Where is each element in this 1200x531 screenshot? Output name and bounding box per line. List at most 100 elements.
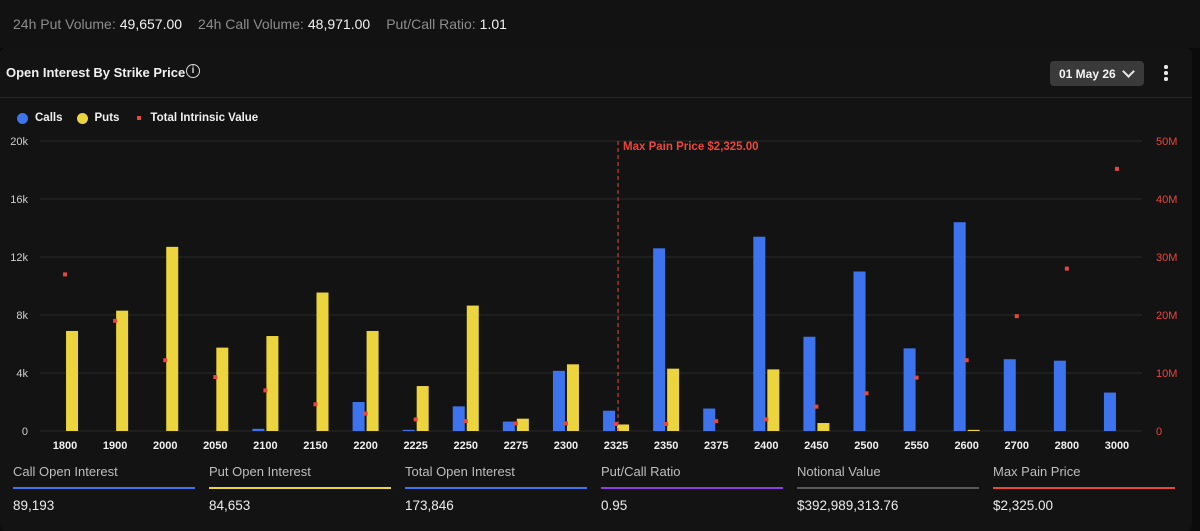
x-tick-label: 2000 bbox=[153, 440, 177, 452]
stat-value: $392,989,313.76 bbox=[797, 497, 899, 513]
stat-underline bbox=[601, 487, 783, 489]
calls-bar bbox=[703, 408, 716, 431]
x-tick-label: 2050 bbox=[203, 440, 227, 452]
calls-bar bbox=[1103, 392, 1116, 431]
stat-card: Put/Call Ratio 0.95 bbox=[601, 462, 783, 513]
put-volume-label: 24h Put Volume: bbox=[13, 16, 116, 32]
max-pain-label: Max Pain Price $2,325.00 bbox=[623, 141, 759, 153]
intrinsic-value-point bbox=[513, 421, 518, 426]
y-left-tick-label: 8k bbox=[16, 310, 28, 322]
puts-bar bbox=[566, 364, 579, 431]
calls-bar bbox=[402, 429, 415, 431]
x-tick-label: 2250 bbox=[454, 440, 478, 452]
legend-puts-label: Puts bbox=[94, 112, 120, 124]
x-tick-label: 1900 bbox=[103, 440, 127, 452]
calls-bar bbox=[452, 406, 465, 431]
expiry-date-select[interactable]: 01 May 26 bbox=[1050, 61, 1144, 86]
intrinsic-value-point bbox=[764, 417, 769, 422]
intrinsic-value-point bbox=[1014, 314, 1019, 319]
summary-stats: Call Open Interest 89,193 Put Open Interes… bbox=[0, 462, 1192, 531]
x-tick-label: 2700 bbox=[1005, 440, 1029, 452]
put-volume-stat: 24h Put Volume: 49,657.00 bbox=[13, 16, 182, 32]
call-volume-value: 48,971.00 bbox=[307, 16, 371, 32]
kebab-menu-icon[interactable] bbox=[1163, 65, 1169, 83]
intrinsic-value-point bbox=[664, 422, 669, 427]
y-left-tick-label: 20k bbox=[10, 136, 28, 148]
stat-label: Put/Call Ratio bbox=[601, 464, 681, 479]
x-tick-label: 2350 bbox=[654, 440, 678, 452]
calls-bar bbox=[603, 410, 616, 431]
puts-bar bbox=[667, 368, 680, 431]
stat-label: Notional Value bbox=[797, 464, 881, 479]
x-tick-label: 2600 bbox=[954, 440, 978, 452]
stat-value: 84,653 bbox=[209, 497, 251, 513]
puts-bar bbox=[116, 310, 129, 431]
calls-dot-icon bbox=[17, 112, 28, 124]
y-left-tick-label: 0 bbox=[22, 426, 28, 438]
open-interest-chart: 0 4k 8k 12k 16k 20k 0 10M 20M 30M 40M 50M 1800 1900 20… bbox=[10, 136, 1177, 452]
calls-bar bbox=[552, 370, 565, 431]
y-right-tick-label: 50M bbox=[1156, 136, 1177, 148]
put-volume-value: 49,657.00 bbox=[119, 16, 183, 32]
x-tick-label: 2275 bbox=[504, 440, 528, 452]
y-right-tick-label: 30M bbox=[1156, 252, 1177, 264]
legend-item-intrinsic[interactable]: Total Intrinsic Value bbox=[133, 112, 258, 124]
intrinsic-value-point bbox=[914, 375, 919, 380]
puts-bar bbox=[817, 423, 830, 431]
open-interest-panel: Open Interest By Strike Price i 01 May 2… bbox=[0, 48, 1192, 531]
legend-calls-label: Calls bbox=[35, 112, 63, 124]
x-tick-label: 2500 bbox=[854, 440, 878, 452]
calls-bar bbox=[1003, 359, 1016, 431]
x-tick-label: 2550 bbox=[904, 440, 928, 452]
puts-bar bbox=[66, 330, 79, 431]
calls-bar bbox=[953, 222, 966, 431]
intrinsic-value-point bbox=[363, 411, 368, 416]
calls-bar bbox=[903, 348, 916, 431]
panel-header: Open Interest By Strike Price i 01 May 2… bbox=[0, 48, 1192, 98]
legend-item-calls[interactable]: Calls bbox=[17, 112, 63, 124]
y-left-tick-label: 16k bbox=[10, 194, 28, 206]
puts-bar bbox=[166, 246, 179, 431]
puts-bar bbox=[366, 330, 379, 431]
y-left-tick-label: 12k bbox=[10, 252, 28, 264]
stat-value: $2,325.00 bbox=[993, 497, 1054, 513]
intrinsic-value-point bbox=[213, 375, 218, 380]
x-tick-label: 2325 bbox=[604, 440, 628, 452]
chart-legend: Calls Puts Total Intrinsic Value bbox=[17, 112, 272, 124]
stat-value: 0.95 bbox=[601, 497, 628, 513]
intrinsic-value-point bbox=[113, 318, 118, 323]
intrinsic-value-point bbox=[63, 272, 68, 277]
puts-bar bbox=[767, 369, 780, 431]
stat-value: 89,193 bbox=[13, 497, 55, 513]
intrinsic-value-point bbox=[263, 388, 268, 393]
intrinsic-value-point bbox=[413, 417, 418, 422]
y-right-tick-label: 40M bbox=[1156, 194, 1177, 206]
puts-bar bbox=[416, 386, 429, 431]
stat-value: 173,846 bbox=[405, 497, 454, 513]
stat-label: Max Pain Price bbox=[993, 464, 1081, 479]
stat-label: Call Open Interest bbox=[13, 464, 118, 479]
x-tick-label: 2200 bbox=[353, 440, 377, 452]
call-volume-label: 24h Call Volume: bbox=[198, 16, 304, 32]
puts-bar bbox=[466, 305, 479, 431]
x-tick-label: 2150 bbox=[303, 440, 327, 452]
x-tick-label: 1800 bbox=[53, 440, 77, 452]
intrinsic-value-point bbox=[614, 422, 619, 427]
call-volume-stat: 24h Call Volume: 48,971.00 bbox=[198, 16, 370, 32]
puts-dot-icon bbox=[76, 112, 88, 124]
x-tick-label: 3000 bbox=[1105, 440, 1129, 452]
intrinsic-value-point bbox=[163, 358, 168, 363]
intrinsic-value-point bbox=[814, 404, 819, 409]
legend-item-puts[interactable]: Puts bbox=[76, 112, 120, 124]
volume-summary-bar: 24h Put Volume: 49,657.00 24h Call Volume… bbox=[0, 0, 1200, 48]
calls-bar bbox=[753, 236, 766, 431]
intrinsic-value-point bbox=[313, 402, 318, 407]
intrinsic-value-point bbox=[964, 358, 969, 363]
puts-bar bbox=[316, 292, 329, 431]
x-tick-label: 2375 bbox=[704, 440, 728, 452]
stat-label: Put Open Interest bbox=[209, 464, 311, 479]
y-right-tick-label: 20M bbox=[1156, 310, 1177, 322]
x-tick-label: 2450 bbox=[804, 440, 828, 452]
puts-bar bbox=[516, 418, 529, 431]
info-icon[interactable]: i bbox=[186, 64, 200, 78]
